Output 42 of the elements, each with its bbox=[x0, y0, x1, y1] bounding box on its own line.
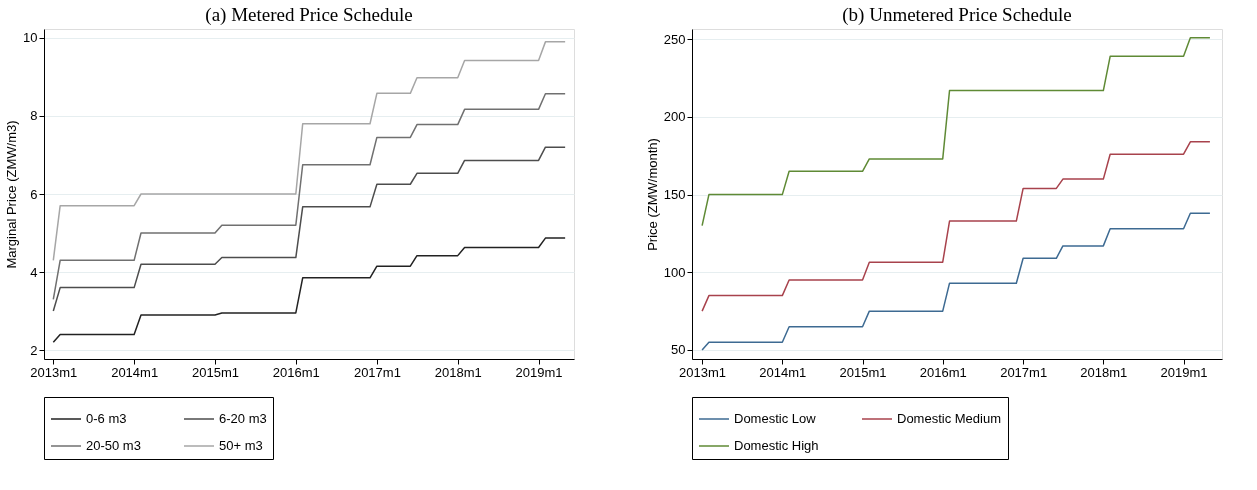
y-tick-label: 100 bbox=[663, 264, 686, 280]
x-tick-label: 2016m1 bbox=[919, 364, 967, 380]
y-tick-label: 4 bbox=[30, 264, 38, 280]
y-tick-label: 8 bbox=[30, 108, 38, 124]
legend-label: Domestic Medium bbox=[897, 411, 1002, 426]
x-tick-label: 2015m1 bbox=[191, 364, 239, 380]
legend-label: 0-6 m3 bbox=[86, 411, 127, 426]
y-tick-label: 150 bbox=[663, 187, 686, 203]
line-series bbox=[52, 41, 566, 262]
legend-label: 20-50 m3 bbox=[86, 438, 141, 453]
line-series bbox=[52, 237, 566, 343]
y-tick-label: 200 bbox=[663, 109, 686, 125]
x-tick-label: 2019m1 bbox=[515, 364, 563, 380]
legend-label: Domestic High bbox=[734, 438, 819, 453]
y-tick-label: 6 bbox=[30, 186, 38, 202]
line-series bbox=[52, 146, 566, 312]
line-series bbox=[52, 93, 566, 301]
y-axis-title: Marginal Price (ZMW/m3) bbox=[4, 120, 20, 269]
y-axis-title: Price (ZMW/month) bbox=[644, 138, 660, 251]
x-tick-label: 2017m1 bbox=[1000, 364, 1048, 380]
line-series bbox=[701, 212, 1211, 351]
x-tick-label: 2016m1 bbox=[272, 364, 320, 380]
y-tick-label: 10 bbox=[23, 30, 38, 46]
x-tick-label: 2018m1 bbox=[1080, 364, 1128, 380]
x-tick-label: 2013m1 bbox=[679, 364, 727, 380]
line-series bbox=[701, 141, 1211, 312]
x-tick-label: 2013m1 bbox=[30, 364, 78, 380]
chart-title: (a) Metered Price Schedule bbox=[205, 4, 413, 26]
line-series bbox=[701, 36, 1211, 227]
x-tick-label: 2014m1 bbox=[759, 364, 807, 380]
y-tick-label: 2 bbox=[30, 342, 38, 358]
legend-label: Domestic Low bbox=[734, 411, 817, 426]
legend-label: 50+ m3 bbox=[219, 438, 263, 453]
x-tick-label: 2014m1 bbox=[111, 364, 159, 380]
x-tick-label: 2015m1 bbox=[839, 364, 887, 380]
x-tick-label: 2018m1 bbox=[434, 364, 482, 380]
legend-label: 6-20 m3 bbox=[219, 411, 267, 426]
x-tick-label: 2019m1 bbox=[1160, 364, 1208, 380]
chart-title: (b) Unmetered Price Schedule bbox=[842, 4, 1072, 26]
y-tick-label: 50 bbox=[671, 342, 686, 358]
y-tick-label: 250 bbox=[663, 31, 686, 47]
x-tick-label: 2017m1 bbox=[353, 364, 401, 380]
